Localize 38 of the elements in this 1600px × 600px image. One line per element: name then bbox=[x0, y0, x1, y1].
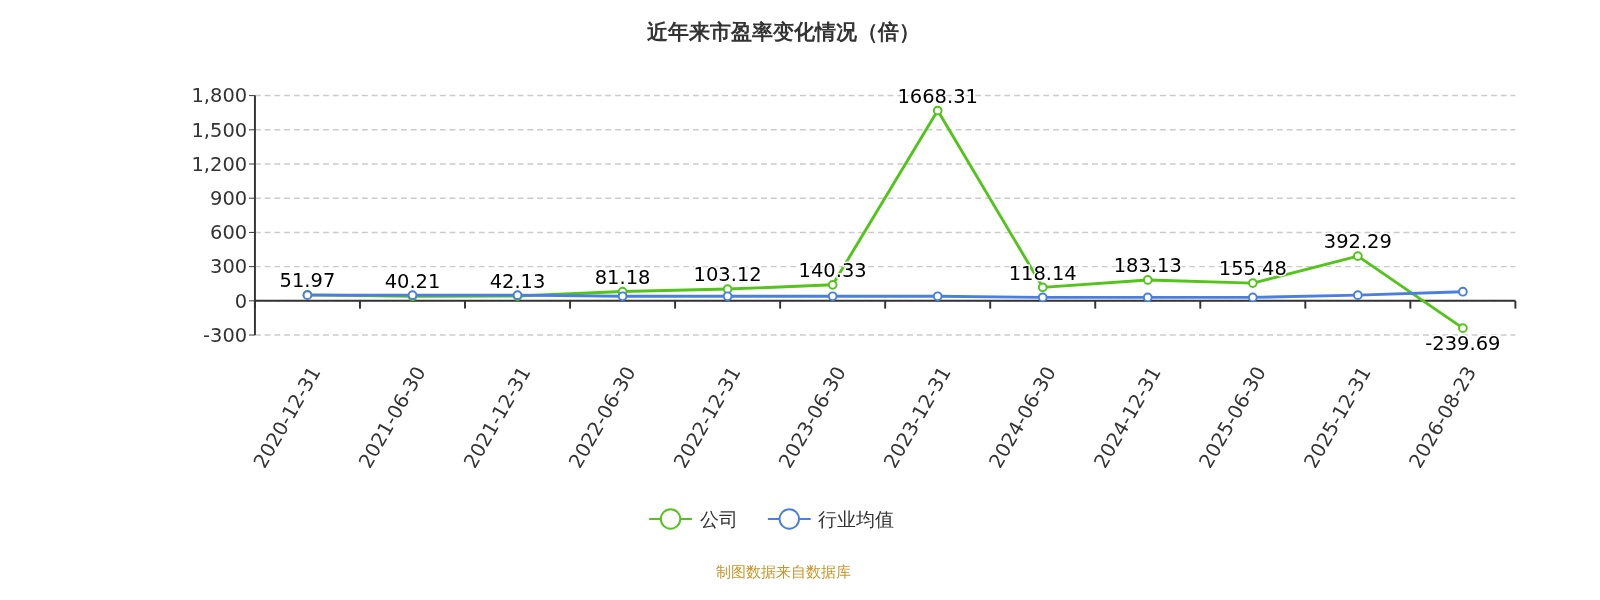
data-label: 183.13 bbox=[1113, 254, 1182, 278]
data-label: 51.97 bbox=[279, 269, 336, 293]
y-tick-label: 0 bbox=[234, 289, 248, 313]
data-label: 392.29 bbox=[1323, 230, 1392, 254]
chart-title: 近年来市盈率变化情况（倍） bbox=[645, 19, 920, 45]
y-tick-label: 300 bbox=[210, 255, 248, 279]
data-label: 103.12 bbox=[693, 263, 762, 287]
point bbox=[722, 291, 733, 302]
point bbox=[1352, 290, 1363, 301]
data-label: 1668.31 bbox=[897, 84, 978, 108]
data-label: 155.48 bbox=[1218, 257, 1287, 281]
text: 制图数据来自数据库 bbox=[715, 563, 851, 581]
y-tick-label: 600 bbox=[210, 221, 248, 245]
point bbox=[932, 105, 943, 116]
point bbox=[827, 279, 838, 290]
y-tick-label: -300 bbox=[202, 323, 248, 347]
data-label: -239.69 bbox=[1425, 331, 1501, 355]
point bbox=[1037, 282, 1048, 293]
point bbox=[1458, 286, 1468, 297]
legend-label: 公司 bbox=[699, 507, 738, 531]
point bbox=[932, 291, 943, 302]
data-label: 42.13 bbox=[489, 270, 546, 294]
data-label: 40.21 bbox=[384, 270, 441, 294]
legend-label: 行业均值 bbox=[818, 507, 895, 531]
point bbox=[827, 291, 838, 302]
y-tick-label: 1,500 bbox=[191, 118, 248, 142]
y-tick-label: 900 bbox=[210, 187, 248, 211]
point bbox=[1142, 292, 1153, 303]
point bbox=[1352, 251, 1363, 261]
y-tick-label: 1,800 bbox=[191, 84, 248, 108]
point bbox=[1037, 292, 1048, 303]
point bbox=[1247, 278, 1258, 288]
point bbox=[1458, 323, 1468, 334]
point bbox=[1247, 292, 1258, 303]
point bbox=[617, 291, 628, 302]
y-tick-label: 1,200 bbox=[191, 152, 248, 176]
data-label: 81.18 bbox=[594, 265, 651, 289]
point bbox=[1142, 275, 1153, 285]
